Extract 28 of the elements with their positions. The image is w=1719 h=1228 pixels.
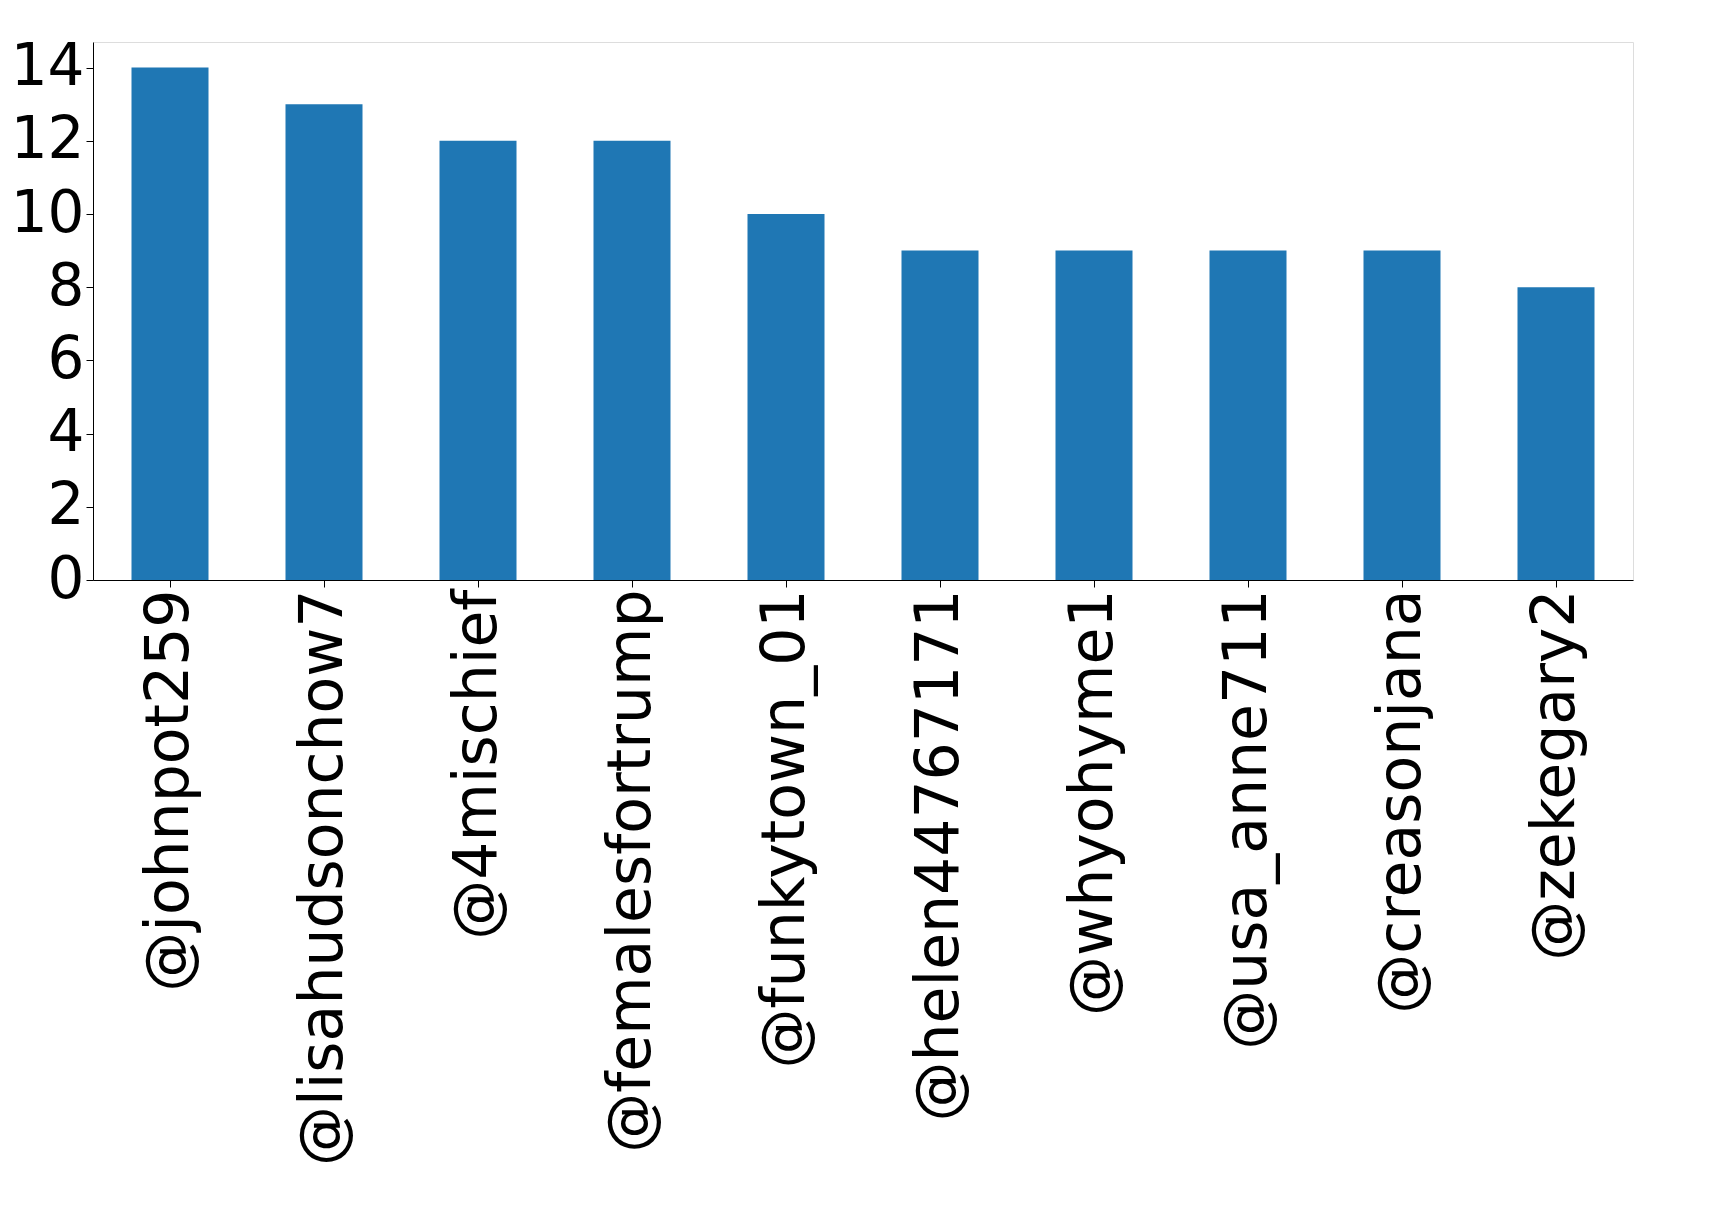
bar [593,140,671,580]
x-tick-label: @zekegary2 [1518,589,1588,961]
y-tick-label: 12 [10,104,85,173]
y-tick-label: 6 [47,323,85,392]
x-tick-label: @creasonjana [1364,589,1434,1014]
y-tick-label: 14 [10,31,85,100]
bar [439,140,517,580]
x-tick-label: @4mischief [440,587,510,940]
x-tick-label: @lisahudsonchow7 [286,589,356,1166]
bar [1055,250,1133,580]
x-tick-label: @helen44767171 [902,589,972,1122]
y-tick-label: 4 [47,397,85,466]
x-tick-label: @johnpot259 [132,589,202,992]
y-tick-label: 0 [47,543,85,612]
x-tick-label: @whyohyme1 [1056,589,1126,1016]
bar [1363,250,1441,580]
x-tick-label: @funkytown_01 [748,589,818,1069]
bar [1517,287,1595,580]
bar [901,250,979,580]
bar [285,104,363,580]
y-tick-label: 2 [47,470,85,539]
x-tick-label: @femalesfortrump [594,589,664,1153]
bar [131,67,209,580]
bar [747,214,825,580]
y-tick-label: 10 [10,177,85,246]
x-tick-label: @usa_anne711 [1210,589,1280,1050]
y-tick-label: 8 [47,250,85,319]
bar [1209,250,1287,580]
